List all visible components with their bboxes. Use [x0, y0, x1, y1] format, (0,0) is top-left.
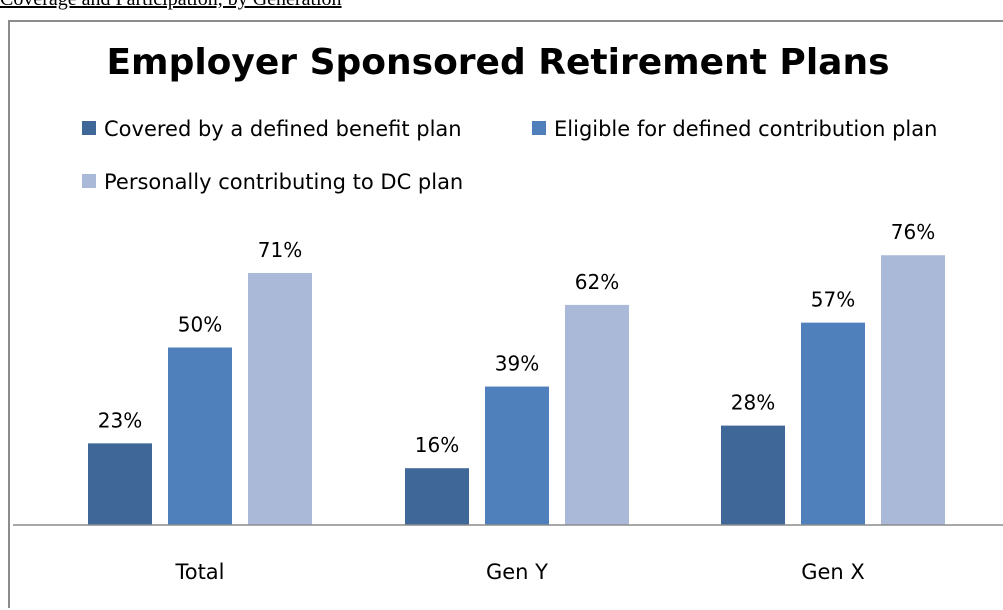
- page-caption: Coverage and Participation, by Generatio…: [0, 0, 342, 11]
- legend-label-3: Personally contributing to DC plan: [104, 170, 463, 194]
- bar-gen-y-series-2: [485, 387, 549, 525]
- category-label-gen-x: Gen X: [801, 560, 865, 584]
- bar-gen-x-series-2: [801, 323, 865, 525]
- legend-label-2: Eligible for defined contribution plan: [554, 117, 937, 141]
- category-label-total: Total: [174, 560, 224, 584]
- data-label-gen-x-series-2: 57%: [811, 288, 855, 312]
- chart-area: Employer Sponsored Retirement Plans Cove…: [8, 20, 1003, 608]
- category-label-gen-y: Gen Y: [486, 560, 548, 584]
- bar-gen-x-series-3: [881, 255, 945, 525]
- legend-label-1: Covered by a defined benefit plan: [104, 117, 462, 141]
- data-label-gen-y-series-3: 62%: [575, 270, 619, 294]
- chart-legend: Covered by a defined benefit plan Eligibl…: [82, 117, 937, 194]
- data-label-total-series-1: 23%: [98, 408, 142, 432]
- legend-swatch-3: [82, 174, 96, 188]
- bar-gen-y-series-3: [565, 305, 629, 525]
- bar-gen-x-series-1: [721, 426, 785, 525]
- chart-title: Employer Sponsored Retirement Plans: [106, 42, 889, 83]
- bar-total-series-3: [248, 273, 312, 525]
- data-label-total-series-2: 50%: [178, 313, 222, 337]
- data-label-gen-y-series-1: 16%: [415, 433, 459, 457]
- legend-swatch-1: [82, 121, 96, 135]
- data-label-total-series-3: 71%: [258, 238, 302, 262]
- category-labels-group: Total Gen Y Gen X: [174, 560, 864, 584]
- bar-total-series-1: [88, 443, 152, 525]
- data-label-gen-y-series-2: 39%: [495, 352, 539, 376]
- bar-total-series-2: [168, 348, 232, 526]
- data-label-gen-x-series-1: 28%: [731, 391, 775, 415]
- legend-swatch-2: [532, 121, 546, 135]
- data-label-gen-x-series-3: 76%: [891, 220, 935, 244]
- bar-gen-y-series-1: [405, 468, 469, 525]
- bar-chart: Employer Sponsored Retirement Plans Cove…: [10, 22, 1003, 610]
